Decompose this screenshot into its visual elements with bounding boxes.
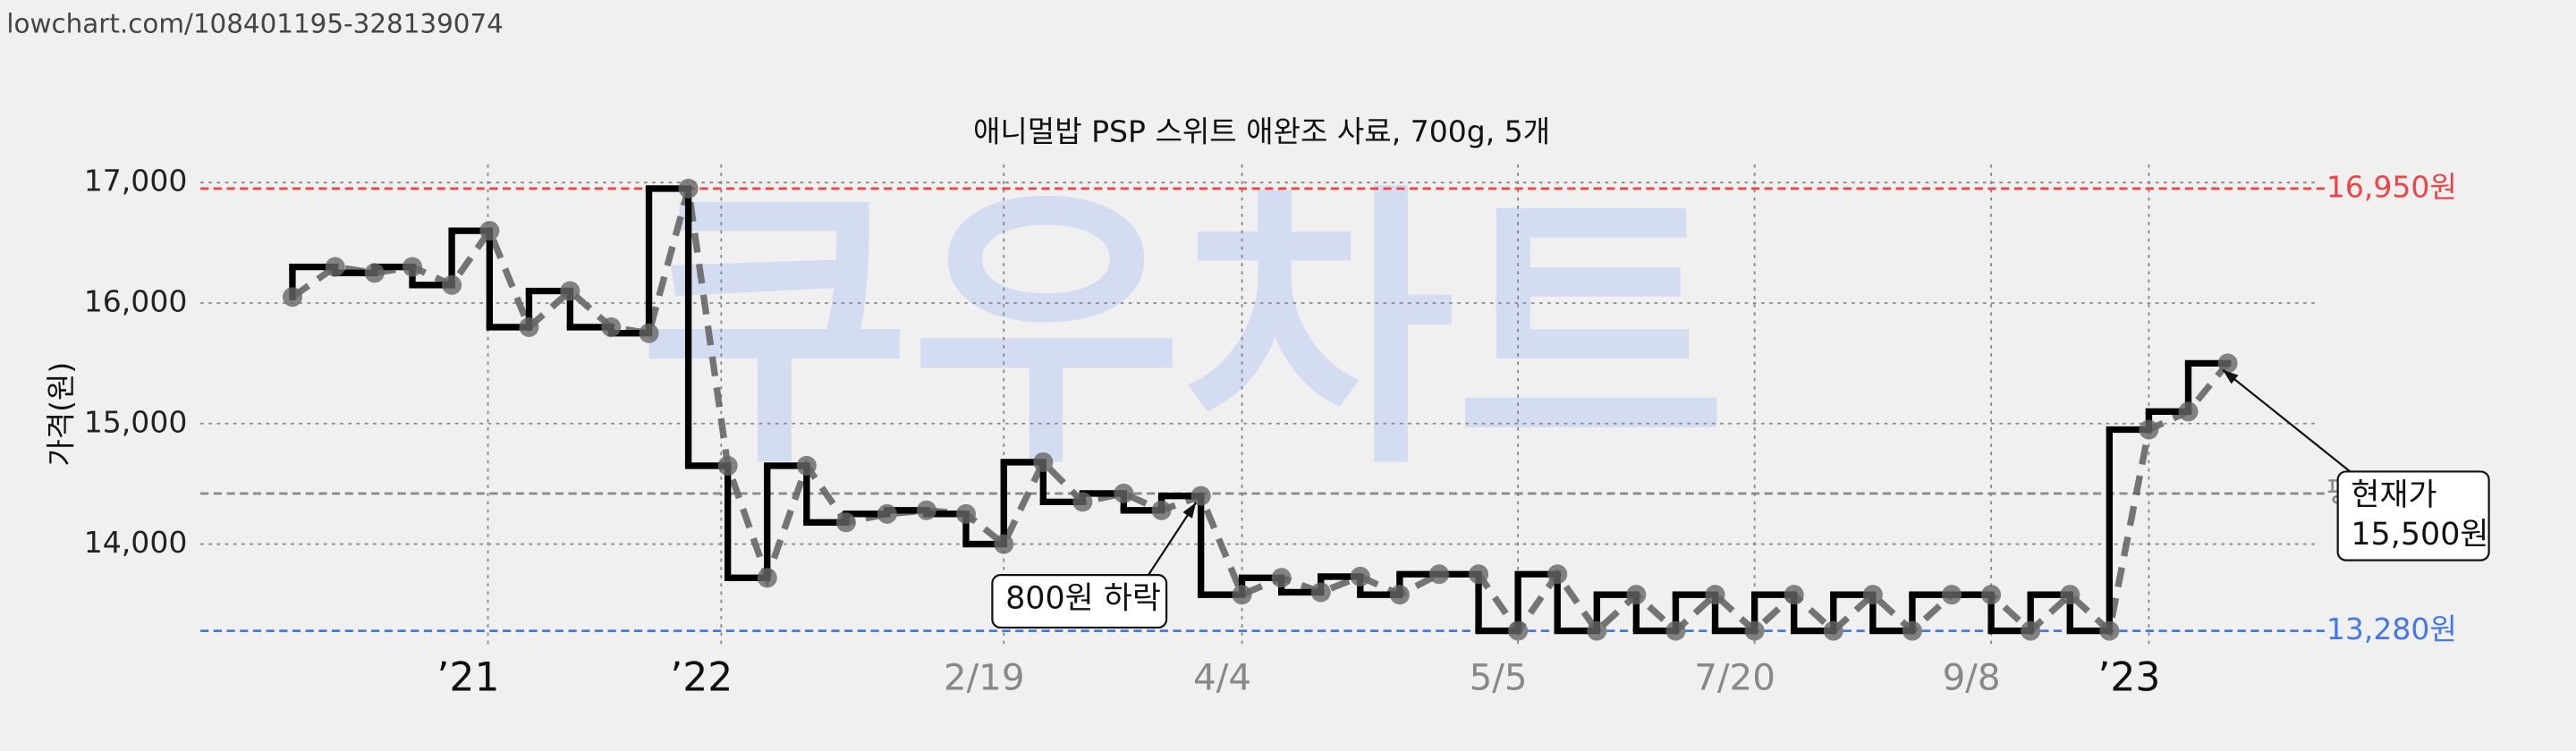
annotation-text: 현재가	[2351, 477, 2436, 513]
point	[601, 316, 622, 337]
point	[639, 323, 659, 343]
point	[1942, 585, 1962, 605]
point	[1232, 585, 1252, 605]
point	[1902, 620, 1922, 641]
point	[1508, 620, 1529, 641]
x-tick-label: 9/8	[1943, 656, 2001, 699]
point	[2217, 353, 2238, 374]
point	[1271, 568, 1292, 588]
point	[2139, 419, 2159, 440]
point	[796, 455, 817, 476]
arrow-head	[1182, 502, 1197, 519]
arrow-head	[2223, 369, 2239, 384]
point	[2178, 401, 2199, 422]
point	[402, 257, 423, 277]
point	[1587, 620, 1607, 641]
point	[442, 274, 462, 295]
x-tick-label: ’21	[436, 655, 499, 701]
point	[1823, 620, 1843, 641]
point	[877, 503, 897, 524]
watermark: 쿠우차트	[639, 160, 1727, 504]
point	[1784, 585, 1804, 605]
point	[1981, 585, 2002, 605]
point	[519, 316, 539, 337]
point	[1862, 585, 1883, 605]
point	[717, 455, 738, 476]
point	[1114, 483, 1134, 503]
url: lowchart.com/108401195-328139074	[6, 8, 504, 38]
point	[2021, 620, 2041, 641]
x-tick-label: 2/19	[944, 656, 1025, 699]
point	[1744, 620, 1765, 641]
x-tick-label: ’23	[2097, 655, 2160, 701]
annotation-text: 800원 하락	[1005, 581, 1161, 617]
y-tick-label: 17,000	[84, 164, 188, 198]
x-tick-label: 5/5	[1470, 656, 1528, 699]
point	[325, 257, 345, 277]
point	[2099, 620, 2120, 641]
point	[1469, 564, 1489, 585]
x-tick-label: 4/4	[1193, 656, 1251, 699]
point	[835, 512, 856, 533]
point	[955, 503, 977, 524]
y-axis-label: 가격(원)	[43, 362, 78, 467]
chart-title: 애니멀밥 PSP 스위트 애완조 사료, 700g, 5개	[973, 114, 1550, 149]
x-tick-label: 7/20	[1694, 656, 1775, 699]
point	[1547, 564, 1568, 585]
point	[994, 534, 1014, 554]
point	[1705, 585, 1725, 605]
annotation-text: 15,500원	[2351, 517, 2488, 553]
y-tick-label: 16,000	[84, 283, 188, 318]
point	[757, 568, 777, 588]
point	[1151, 500, 1172, 520]
point	[2060, 585, 2080, 605]
point	[1350, 566, 1370, 586]
annotation-box	[991, 574, 1168, 629]
point	[1665, 620, 1686, 641]
point	[916, 500, 936, 520]
point	[678, 178, 699, 198]
reference-label: 16,950원	[2326, 169, 2457, 204]
point	[282, 287, 302, 308]
point	[1191, 485, 1211, 506]
y-tick-label: 14,000	[84, 525, 188, 560]
annotation-box	[2336, 470, 2490, 561]
y-tick-label: 15,000	[84, 404, 188, 439]
reference-label: 13,280원	[2326, 612, 2457, 646]
point	[560, 281, 580, 301]
point	[1428, 564, 1449, 585]
point	[1626, 585, 1647, 605]
point	[1310, 582, 1331, 603]
point	[1072, 492, 1093, 512]
point	[479, 221, 500, 241]
x-tick-label: ’22	[670, 655, 733, 701]
point	[364, 263, 385, 283]
annotation-arrow	[2222, 368, 2355, 476]
point	[1389, 585, 1410, 605]
point	[1033, 451, 1054, 472]
